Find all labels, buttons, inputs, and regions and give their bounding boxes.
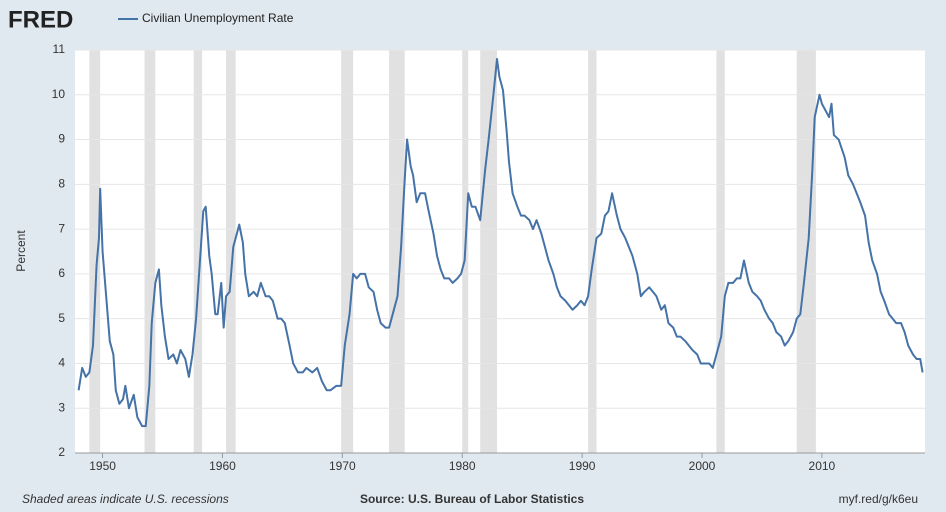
y-tick-label: 2 xyxy=(58,445,65,459)
recession-band xyxy=(341,50,354,453)
plot-area xyxy=(75,50,925,453)
y-axis-label: Percent xyxy=(14,230,28,272)
x-tick-label: 1950 xyxy=(89,459,116,473)
x-tick-label: 2010 xyxy=(809,459,836,473)
y-tick-label: 7 xyxy=(58,221,65,235)
y-tick-label: 3 xyxy=(58,400,65,414)
x-tick-label: 1960 xyxy=(209,459,236,473)
x-tick-label: 1980 xyxy=(449,459,476,473)
recession-band xyxy=(193,50,203,453)
y-tick-label: 6 xyxy=(58,266,65,280)
link: myf.red/g/k6eu xyxy=(839,492,918,506)
recession-band xyxy=(480,50,498,453)
x-tick-label: 1970 xyxy=(329,459,356,473)
recession-band xyxy=(89,50,101,453)
y-tick-label: 9 xyxy=(58,132,65,146)
data-line xyxy=(77,57,924,428)
y-tick-label: 5 xyxy=(58,311,65,325)
footnote: Shaded areas indicate U.S. recessions xyxy=(22,492,229,506)
legend-label: Civilian Unemployment Rate xyxy=(142,11,294,25)
y-tick-label: 8 xyxy=(58,177,65,191)
recession-band xyxy=(588,50,597,453)
y-tick-label: 4 xyxy=(58,356,65,370)
x-tick-label: 2000 xyxy=(689,459,716,473)
x-tick-label: 1990 xyxy=(569,459,596,473)
y-tick-label: 10 xyxy=(52,87,66,101)
y-tick-label: 11 xyxy=(53,42,66,56)
source: Source: U.S. Bureau of Labor Statistics xyxy=(360,492,584,506)
recession-band xyxy=(716,50,725,453)
logo: FRED xyxy=(8,6,73,33)
recession-band xyxy=(144,50,156,453)
recession-band xyxy=(226,50,236,453)
recession-band xyxy=(389,50,405,453)
